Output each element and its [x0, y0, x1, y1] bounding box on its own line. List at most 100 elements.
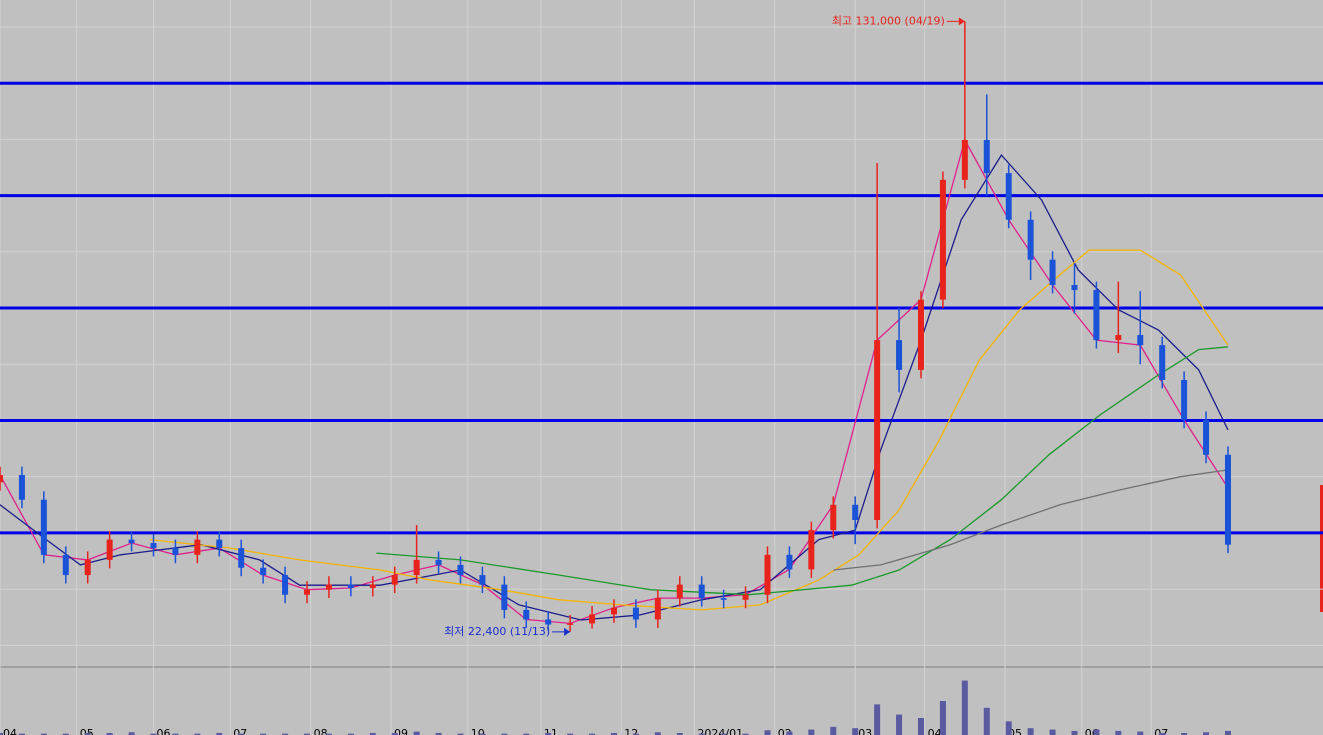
volume-bar	[830, 726, 837, 735]
x-tick-label: 05	[1008, 727, 1022, 735]
candle-body	[303, 589, 310, 595]
candle-body	[632, 607, 639, 620]
candle-body	[150, 543, 157, 549]
volume-bar	[852, 728, 859, 735]
volume-bar	[917, 718, 924, 735]
volume-bar	[874, 704, 881, 735]
volume-bar	[961, 680, 968, 735]
volume-bar	[0, 732, 3, 735]
candle-body	[1159, 345, 1166, 380]
annotation-arrowhead	[564, 627, 571, 636]
candle-body	[1005, 173, 1012, 220]
volume-bar	[62, 733, 69, 735]
volume-bar	[347, 733, 354, 735]
candle-body	[1071, 285, 1078, 291]
candle-body	[369, 584, 376, 588]
candle-body	[545, 619, 552, 625]
x-tick-label: 2024/01	[697, 727, 743, 735]
volume-bar	[194, 733, 201, 735]
volume-bar	[720, 733, 727, 735]
candle-body	[742, 594, 749, 600]
candle-body	[1203, 419, 1210, 455]
candle-body	[18, 475, 25, 500]
candle-body	[939, 179, 946, 300]
candle-body	[1049, 259, 1056, 285]
annotation-arrowhead	[958, 17, 965, 26]
volume-bar	[1005, 721, 1012, 735]
x-tick-label: 08	[314, 727, 328, 735]
volume-bar	[1203, 732, 1210, 735]
volume-bar	[260, 733, 267, 735]
volume-bar	[84, 732, 91, 735]
candle-body	[720, 598, 727, 600]
x-tick-label: 07	[1154, 727, 1168, 735]
candle-body	[391, 575, 398, 585]
candle-body	[698, 584, 705, 599]
candle-body	[325, 584, 332, 590]
candle-body	[128, 539, 135, 544]
volume-bar	[40, 733, 47, 735]
volume-bar	[1049, 729, 1056, 735]
candle-body	[917, 299, 924, 370]
volume-bar	[106, 732, 113, 735]
volume-bar	[1093, 729, 1100, 735]
candle-body	[589, 614, 596, 624]
annotation-label: 최고 131,000 (04/19)	[832, 14, 945, 27]
volume-bar	[786, 731, 793, 735]
volume-bar	[1159, 732, 1166, 735]
candle-body	[808, 530, 815, 570]
candle-body	[62, 554, 69, 576]
volume-bar	[413, 731, 420, 735]
candle-body	[523, 609, 530, 620]
volume-bar	[325, 733, 332, 735]
volume-bar	[1181, 732, 1188, 735]
volume-bar	[523, 733, 530, 735]
candle-body	[347, 584, 354, 588]
candle-body	[501, 584, 508, 610]
candle-body	[260, 567, 267, 576]
candle-body	[786, 554, 793, 570]
candle-body	[1093, 290, 1100, 341]
volume-bar	[896, 714, 903, 735]
annotation-label: 최저 22,400 (11/13)	[444, 625, 550, 638]
candle-body	[172, 548, 179, 555]
volume-bar	[654, 732, 661, 735]
x-tick-label: 06	[1085, 727, 1099, 735]
candle-body	[457, 564, 464, 576]
volume-bar	[238, 733, 245, 735]
x-tick-label: 06	[156, 727, 170, 735]
candle-body	[435, 559, 442, 565]
volume-bar	[808, 729, 815, 735]
x-tick-label: 12	[624, 727, 638, 735]
x-tick-label: 09	[394, 727, 408, 735]
volume-bar	[567, 733, 574, 735]
volume-bar	[369, 732, 376, 735]
edge-marker	[1320, 485, 1323, 612]
moving-average-line	[149, 249, 1229, 611]
volume-bar	[610, 732, 617, 735]
candle-body	[654, 598, 661, 620]
volume-bar	[391, 732, 398, 735]
volume-bar	[303, 733, 310, 735]
volume-bar	[150, 733, 157, 735]
volume-bar	[18, 733, 25, 735]
x-tick-label: 04	[3, 727, 17, 735]
volume-bar	[128, 732, 135, 735]
volume-bar	[435, 732, 442, 735]
volume-bar	[216, 732, 223, 735]
volume-bar	[1071, 730, 1078, 735]
volume-bar	[1115, 730, 1122, 735]
volume-bar	[1137, 731, 1144, 735]
candle-body	[84, 559, 91, 576]
candle-body	[106, 539, 113, 560]
volume-bar	[282, 733, 289, 735]
volume-bar	[1027, 728, 1034, 735]
candle-body	[216, 539, 223, 549]
moving-average-line	[833, 469, 1229, 571]
x-tick-label: 03	[858, 727, 872, 735]
volume-bar	[742, 733, 749, 735]
volume-bar	[939, 701, 946, 735]
candle-body	[238, 548, 245, 568]
